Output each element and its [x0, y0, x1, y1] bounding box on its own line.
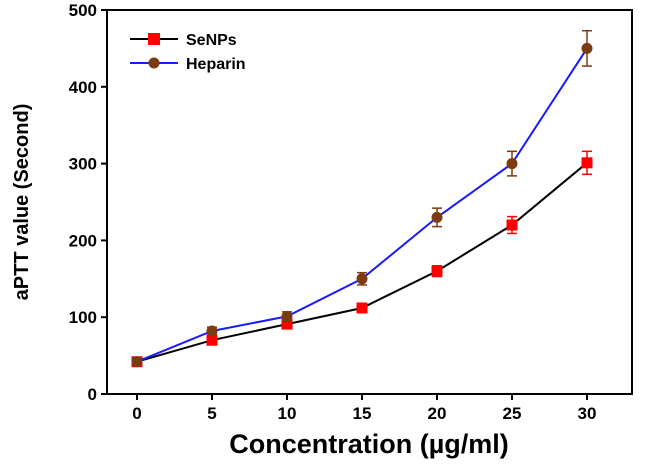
- legend-label-senps: SeNPs: [186, 32, 237, 49]
- series-line-senps: [136, 162, 588, 363]
- series-heparin: [131, 29, 593, 368]
- point-senps-15: [356, 302, 368, 314]
- series-senps: [131, 150, 593, 368]
- point-senps-20: [431, 265, 443, 277]
- series-layer: [131, 29, 593, 368]
- series-line-heparin: [136, 47, 588, 363]
- y-tick-label-400: 400: [69, 78, 97, 97]
- y-tick-label-0: 0: [88, 385, 97, 404]
- point-heparin-20: [431, 211, 443, 223]
- axis-ticks: 0 100 200 300 400 500 0 5 10 15 20 25 30: [69, 1, 597, 423]
- x-tick-label-15: 15: [353, 404, 372, 423]
- point-heparin-15: [356, 273, 368, 285]
- point-senps-5: [206, 334, 218, 346]
- point-heparin-30: [581, 42, 593, 54]
- x-tick-label-0: 0: [132, 404, 141, 423]
- point-heparin-5: [206, 325, 218, 337]
- y-tick-label-200: 200: [69, 231, 97, 250]
- plot-frame: [106, 9, 633, 395]
- legend-marker-heparin: [148, 57, 160, 69]
- x-tick-label-10: 10: [278, 404, 297, 423]
- point-senps-25: [506, 219, 518, 231]
- point-heparin-10: [281, 310, 293, 322]
- x-tick-label-30: 30: [578, 404, 597, 423]
- point-heparin-0: [131, 356, 143, 368]
- point-heparin-25: [506, 158, 518, 170]
- y-tick-label-500: 500: [69, 1, 97, 20]
- legend: SeNPs Heparin: [130, 32, 246, 73]
- y-tick-label-100: 100: [69, 308, 97, 327]
- legend-marker-senps: [148, 33, 160, 45]
- x-tick-label-25: 25: [503, 404, 522, 423]
- y-tick-label-300: 300: [69, 155, 97, 174]
- point-senps-10: [281, 318, 293, 330]
- x-axis-title: Concentration (µg/ml): [229, 429, 509, 459]
- y-axis-title: aPTT value (Second): [11, 104, 33, 301]
- x-tick-label-5: 5: [207, 404, 216, 423]
- x-tick-label-20: 20: [428, 404, 447, 423]
- legend-label-heparin: Heparin: [186, 56, 246, 73]
- point-senps-30: [581, 157, 593, 169]
